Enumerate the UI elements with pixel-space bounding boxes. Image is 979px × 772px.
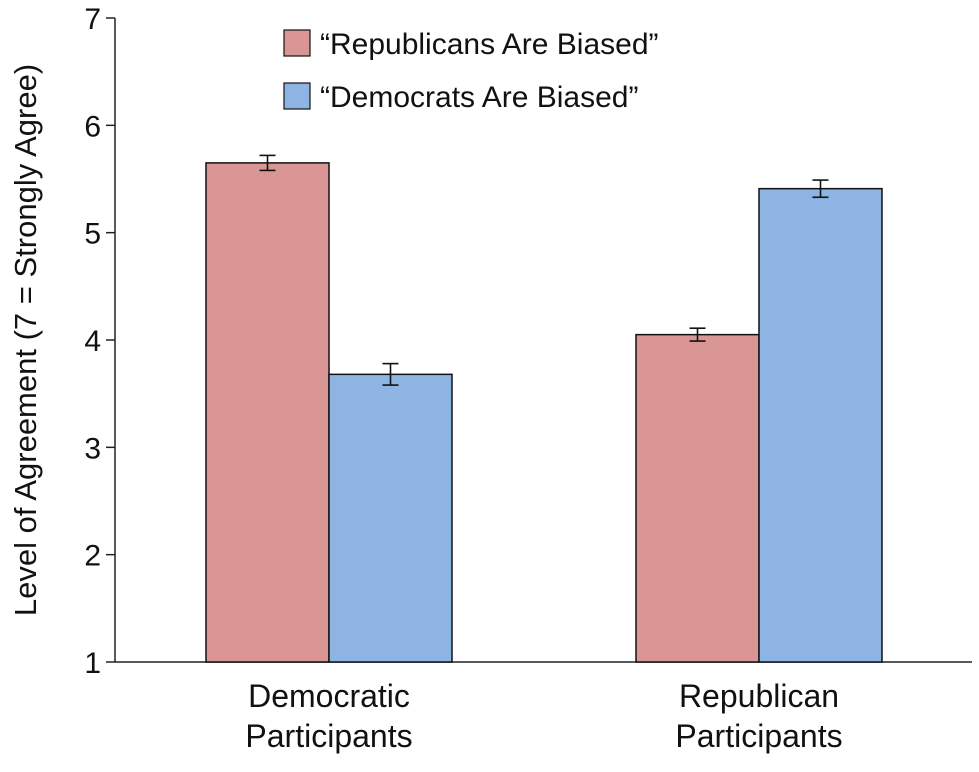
legend-item: “Democrats Are Biased” <box>283 81 638 114</box>
x-category-label: Republican Participants <box>675 678 842 754</box>
bar-democrats-biased-republican <box>758 187 883 663</box>
error-bar <box>689 327 706 342</box>
y-tick-label: 3 <box>84 432 101 465</box>
y-tick-label: 5 <box>84 218 101 251</box>
legend-swatch <box>283 82 311 110</box>
legend: “Republicans Are Biased” “Democrats Are B… <box>283 28 659 114</box>
error-bar <box>382 362 399 386</box>
y-tick-label: 4 <box>84 325 101 358</box>
bars <box>205 162 883 663</box>
y-tick-label: 2 <box>84 540 101 573</box>
legend-swatch <box>283 29 311 57</box>
bar-republicans-biased-democratic <box>205 162 330 663</box>
y-axis: 1 2 3 4 5 6 7 <box>84 3 116 680</box>
x-category-label: Democratic Participants <box>245 678 412 754</box>
y-axis-label: Level of Agreement (7 = Strongly Agree) <box>8 64 43 616</box>
y-tick-label: 7 <box>84 3 101 36</box>
y-tick-label: 6 <box>84 110 101 143</box>
category-labels: Democratic Participants Republican Particip… <box>245 678 842 754</box>
error-bar <box>259 154 276 172</box>
bar-republicans-biased-republican <box>635 333 760 663</box>
legend-label: “Republicans Are Biased” <box>320 28 659 61</box>
bar-democrats-biased-democratic <box>328 373 453 663</box>
y-tick-label: 1 <box>84 647 101 680</box>
legend-label: “Democrats Are Biased” <box>320 81 638 114</box>
error-bar <box>812 179 829 199</box>
legend-item: “Republicans Are Biased” <box>283 28 659 61</box>
error-bars <box>259 154 829 386</box>
